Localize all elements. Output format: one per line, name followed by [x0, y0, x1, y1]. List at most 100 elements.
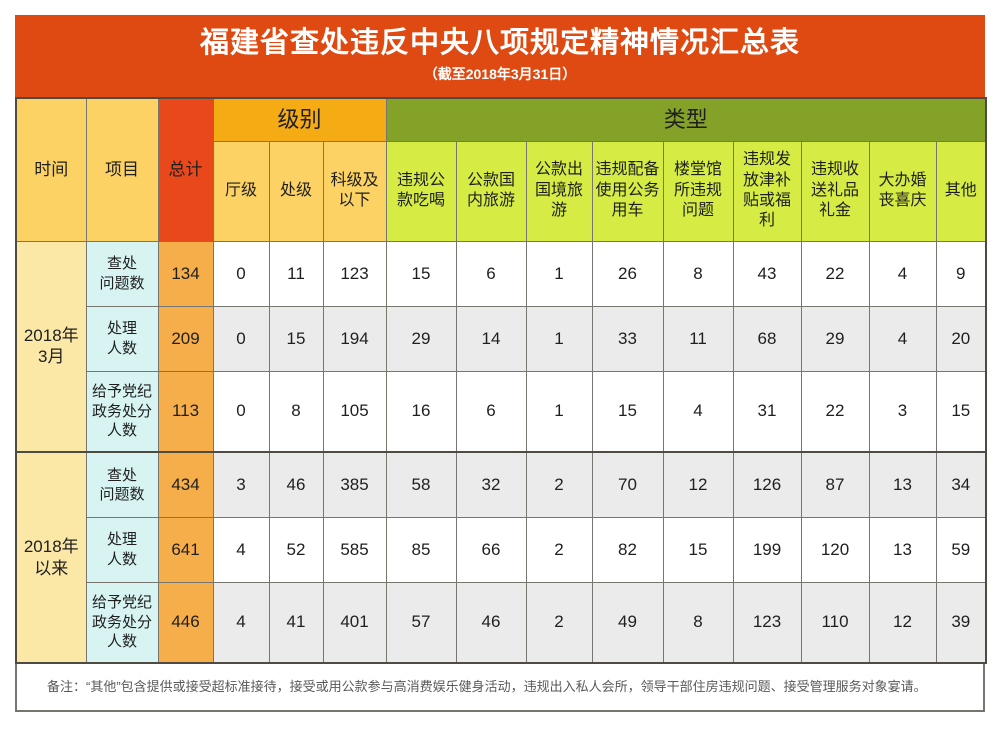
row-label-line: 人数 — [106, 421, 137, 439]
table-row: 给予党纪 政务处分 人数 113 0 8 105 16 6 1 15 4 31 22 3 15 — [16, 370, 987, 453]
data-value: 12 — [662, 451, 734, 518]
period-header: 2018年 以来 — [15, 451, 87, 664]
data-value: 4 — [662, 370, 734, 453]
level-column-header: 科级及以下 — [322, 140, 387, 242]
data-value: 8 — [662, 240, 734, 307]
data-value: 59 — [935, 516, 987, 583]
row-label: 查处 问题数 — [85, 451, 159, 518]
data-value: 16 — [385, 370, 457, 453]
data-value: 126 — [732, 451, 802, 518]
type-column-header: 违规配备使用公务用车 — [591, 140, 664, 242]
row-label: 处理 人数 — [85, 516, 159, 583]
summary-table: 时间 项目 总计 级别 类型 厅级 处级 科级及以下 违规公款吃喝 公款国内旅游 公款出国… — [15, 97, 988, 664]
header-group-row: 时间 项目 总计 级别 类型 — [15, 97, 987, 242]
row-label-line: 人数 — [106, 339, 137, 357]
note-text: 备注：“其他”包含提供或接受超标准接待，接受或用公款参与高消费娱乐健身活动，违规… — [47, 678, 927, 694]
period-line: 2018年 — [23, 325, 79, 345]
table-row: 处理 人数 641 4 52 585 85 66 2 82 15 199 120 13 59 — [16, 516, 987, 583]
data-value: 6 — [455, 240, 527, 307]
table-row: 给予党纪 政务处分 人数 446 4 41 401 57 46 2 49 8 123 110 12 39 — [16, 581, 987, 664]
data-value: 87 — [800, 451, 870, 518]
data-value: 1 — [525, 240, 593, 307]
table-body: 2018年 3月 查处 问题数 134 0 11 123 15 6 1 26 8 43 22 4 9 处理 人数 20… — [15, 240, 987, 664]
data-value: 8 — [662, 581, 734, 664]
period-line: 3月 — [38, 347, 65, 367]
data-value: 41 — [268, 581, 324, 664]
row-total-value: 446 — [157, 581, 214, 664]
data-value: 11 — [662, 305, 734, 372]
data-value: 401 — [322, 581, 387, 664]
data-value: 3 — [212, 451, 270, 518]
data-value: 15 — [385, 240, 457, 307]
period-line: 以来 — [34, 558, 69, 578]
data-value: 385 — [322, 451, 387, 518]
row-label-line: 给予党纪 — [91, 383, 152, 401]
row-label-line: 问题数 — [99, 274, 145, 292]
data-value: 15 — [268, 305, 324, 372]
data-value: 43 — [732, 240, 802, 307]
data-value: 105 — [322, 370, 387, 453]
data-value: 22 — [800, 240, 870, 307]
data-value: 15 — [662, 516, 734, 583]
table-header: 时间 项目 总计 级别 类型 厅级 处级 科级及以下 违规公款吃喝 公款国内旅游 公款出国… — [15, 97, 987, 242]
row-label: 查处 问题数 — [85, 240, 159, 307]
row-label-line: 查处 — [106, 255, 137, 273]
data-value: 58 — [385, 451, 457, 518]
data-value: 13 — [868, 516, 937, 583]
data-value: 0 — [212, 240, 270, 307]
type-column-header: 公款出国境旅游 — [525, 140, 593, 242]
data-value: 20 — [935, 305, 987, 372]
data-value: 34 — [935, 451, 987, 518]
data-value: 46 — [268, 451, 324, 518]
row-label-line: 政务处分 — [91, 613, 152, 631]
col-header-item: 项目 — [85, 97, 159, 242]
period-header: 2018年 3月 — [15, 240, 87, 453]
page-subtitle: （截至2018年3月31日） — [423, 66, 577, 83]
type-column-header: 楼堂馆所违规问题 — [662, 140, 734, 242]
data-value: 49 — [591, 581, 664, 664]
data-value: 66 — [455, 516, 527, 583]
data-value: 14 — [455, 305, 527, 372]
data-value: 32 — [455, 451, 527, 518]
row-label: 给予党纪 政务处分 人数 — [85, 581, 159, 664]
data-value: 15 — [591, 370, 664, 453]
table-row: 2018年 以来 查处 问题数 434 3 46 385 58 32 2 70 12 126 87 13 34 — [15, 451, 987, 664]
row-total-value: 113 — [157, 370, 214, 453]
data-value: 15 — [935, 370, 987, 453]
data-value: 8 — [268, 370, 324, 453]
col-header-time: 时间 — [15, 97, 87, 242]
type-column-header: 大办婚丧喜庆 — [868, 140, 937, 242]
data-value: 85 — [385, 516, 457, 583]
row-label: 处理 人数 — [85, 305, 159, 372]
type-column-header: 违规收送礼品礼金 — [800, 140, 870, 242]
row-label-line: 人数 — [106, 550, 137, 568]
level-column-header: 处级 — [268, 140, 324, 242]
data-value: 31 — [732, 370, 802, 453]
row-total-value: 134 — [157, 240, 214, 307]
col-header-total: 总计 — [157, 97, 214, 242]
row-label-line: 处理 — [106, 531, 137, 549]
row-total-value: 209 — [157, 305, 214, 372]
data-value: 46 — [455, 581, 527, 664]
row-label-line: 给予党纪 — [91, 594, 152, 612]
data-value: 110 — [800, 581, 870, 664]
data-value: 585 — [322, 516, 387, 583]
data-value: 4 — [212, 581, 270, 664]
data-value: 39 — [935, 581, 987, 664]
data-value: 2 — [525, 581, 593, 664]
level-column-header: 厅级 — [212, 140, 270, 242]
data-value: 68 — [732, 305, 802, 372]
title-banner: 福建省查处违反中央八项规定精神情况汇总表 （截至2018年3月31日） — [15, 15, 985, 97]
data-value: 4 — [212, 516, 270, 583]
note-box: 备注：“其他”包含提供或接受超标准接待，接受或用公款参与高消费娱乐健身活动，违规… — [15, 664, 985, 712]
data-value: 4 — [868, 240, 937, 307]
type-column-header: 违规发放津补贴或福利 — [732, 140, 802, 242]
table-row: 2018年 3月 查处 问题数 134 0 11 123 15 6 1 26 8 43 22 4 9 — [15, 240, 987, 453]
row-label-line: 人数 — [106, 632, 137, 650]
data-value: 29 — [800, 305, 870, 372]
period-line: 2018年 — [23, 536, 79, 556]
data-value: 52 — [268, 516, 324, 583]
type-column-header: 其他 — [935, 140, 987, 242]
data-value: 123 — [732, 581, 802, 664]
page-title: 福建省查处违反中央八项规定精神情况汇总表 — [199, 26, 800, 59]
